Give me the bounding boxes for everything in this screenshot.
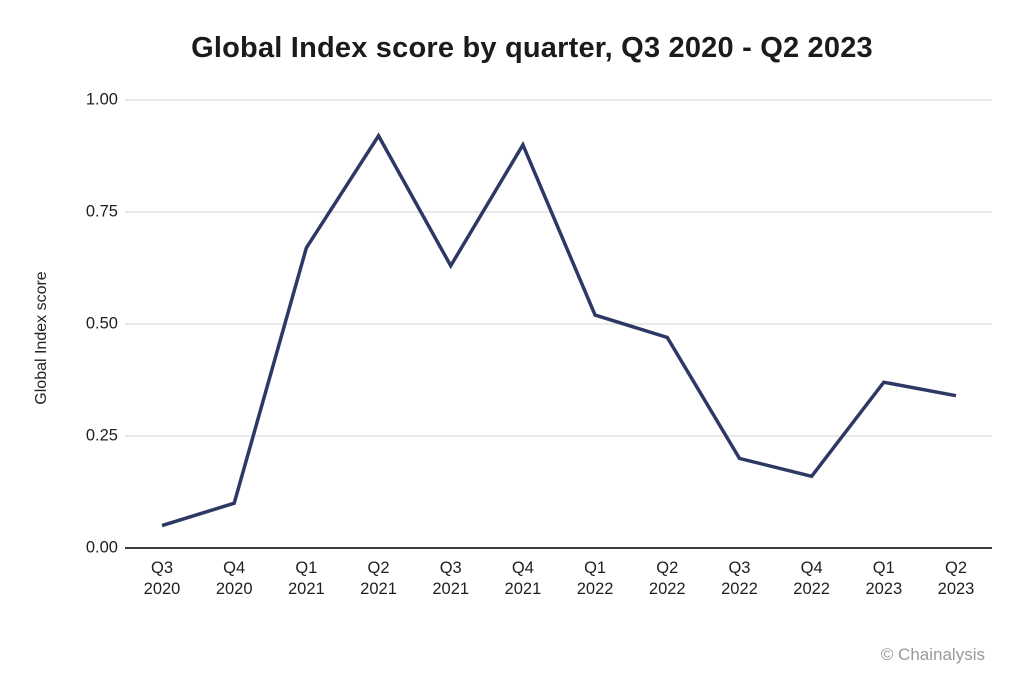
x-tick-label: Q3 2022 bbox=[721, 559, 758, 598]
data-line bbox=[161, 132, 957, 528]
x-tick-label: Q1 2021 bbox=[288, 559, 325, 598]
y-tick-label: 0.25 bbox=[85, 426, 118, 445]
attribution-text: © Chainalysis bbox=[880, 645, 985, 664]
y-tick-label: 0.50 bbox=[85, 314, 118, 333]
x-tick-label: Q3 2020 bbox=[143, 559, 181, 598]
x-tick-label: Q1 2023 bbox=[865, 559, 903, 598]
x-tick-label: Q2 2023 bbox=[937, 559, 975, 598]
x-tick-label: Q4 2022 bbox=[793, 559, 830, 598]
y-tick-label: 0.00 bbox=[85, 538, 118, 557]
x-tick-label: Q3 2021 bbox=[432, 559, 470, 598]
chart-title: Global Index score by quarter, Q3 2020 -… bbox=[191, 32, 873, 64]
y-tick-label: 1.00 bbox=[85, 90, 118, 109]
y-tick-label: 0.75 bbox=[85, 202, 118, 221]
x-tick-label: Q2 2022 bbox=[648, 559, 686, 598]
x-tick-label: Q2 2021 bbox=[360, 559, 397, 598]
x-tick-label: Q4 2020 bbox=[215, 559, 253, 598]
x-tick-label: Q1 2022 bbox=[576, 559, 614, 598]
x-tick-label: Q4 2021 bbox=[504, 559, 542, 598]
